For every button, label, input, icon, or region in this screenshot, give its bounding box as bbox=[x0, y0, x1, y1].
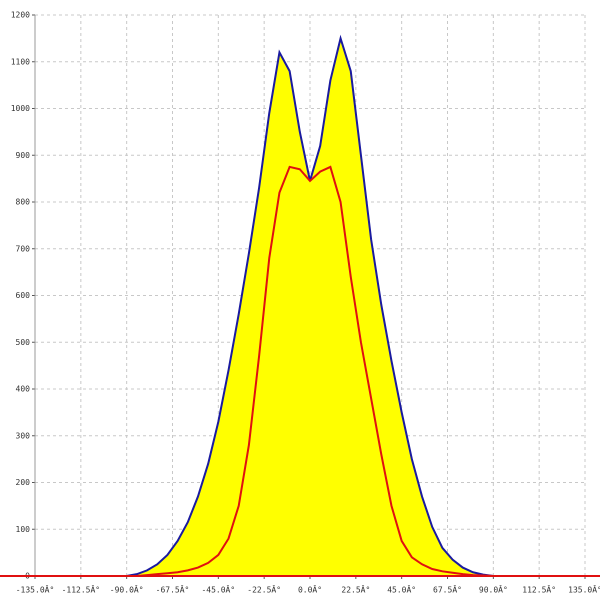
x-tick-label: 135.0Â° bbox=[568, 584, 600, 595]
x-tick-label: -90.0Â° bbox=[110, 584, 144, 595]
x-tick-label: 45.0Â° bbox=[387, 584, 416, 595]
y-tick-label: 300 bbox=[16, 431, 31, 440]
y-tick-label: 800 bbox=[16, 198, 31, 207]
y-tick-label: 900 bbox=[16, 151, 31, 160]
x-tick-label: 67.5Â° bbox=[433, 584, 462, 595]
x-tick-label: -22.5Â° bbox=[247, 584, 281, 595]
y-tick-label: 1000 bbox=[11, 104, 30, 113]
x-tick-label: 0.0Â° bbox=[298, 584, 322, 595]
y-tick-label: 500 bbox=[16, 338, 31, 347]
y-tick-label: 200 bbox=[16, 478, 31, 487]
x-tick-label: -45.0Â° bbox=[201, 584, 235, 595]
x-tick-label: 90.0Â° bbox=[479, 584, 508, 595]
y-tick-label: 400 bbox=[16, 385, 31, 394]
y-tick-label: 1200 bbox=[11, 11, 30, 20]
x-tick-label: 112.5Â° bbox=[522, 584, 556, 595]
line bbox=[126, 165, 494, 577]
x-tick-label: -135.0Â° bbox=[16, 584, 55, 595]
area bbox=[126, 34, 494, 577]
x-tick-label: -67.5Â° bbox=[156, 584, 190, 595]
x-tick-label: 22.5Â° bbox=[341, 584, 370, 595]
y-tick-label: 600 bbox=[16, 291, 31, 300]
y-tick-label: 700 bbox=[16, 244, 31, 253]
x-tick-label: -112.5Â° bbox=[62, 584, 101, 595]
y-tick-label: 1100 bbox=[11, 57, 30, 66]
y-tick-label: 100 bbox=[16, 525, 31, 534]
